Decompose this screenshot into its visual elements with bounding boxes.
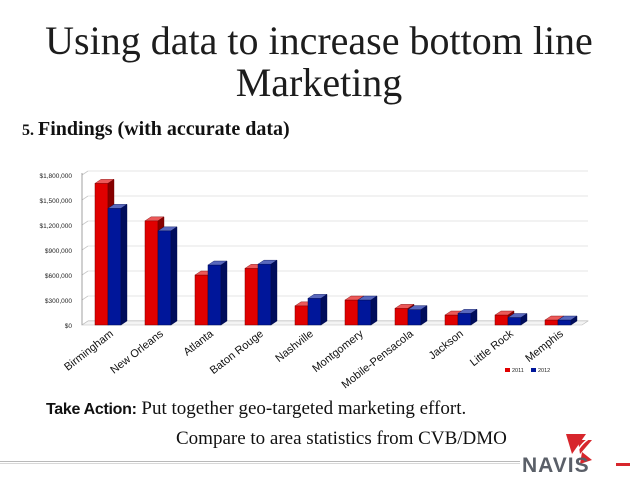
bar-2012-nashville [307, 298, 322, 326]
y-tick-label: $600,000 [45, 273, 72, 280]
bar-2011-mobile-pensacola [394, 308, 409, 326]
bar-2012-new-orleans-side [170, 226, 178, 326]
slide-title: Using data to increase bottom line Marke… [0, 20, 638, 104]
findings-heading: 5. Findings (with accurate data) [22, 118, 290, 141]
bar-2011-nashville [294, 305, 309, 326]
y-tick-label: $0 [65, 323, 73, 330]
x-tick-label: Jackson [427, 328, 466, 362]
navis-swoosh-icon [566, 434, 592, 464]
bar-2012-mobile-pensacola [407, 309, 422, 326]
grid-depth-line [81, 295, 89, 301]
legend-swatch-2012 [531, 368, 536, 372]
navis-logo: NAVIS [522, 434, 630, 477]
bar-2012-little-rock-side [520, 313, 528, 326]
x-tick-label: Nashville [273, 328, 316, 365]
bar-2012-atlanta [207, 264, 222, 326]
bar-2011-jackson [444, 314, 459, 326]
bar-2012-little-rock [507, 317, 522, 326]
y-tick-label: $1,200,000 [39, 223, 72, 230]
x-tick-label: Little Rock [468, 328, 516, 369]
take-action-line: Take Action: Put together geo-targeted m… [46, 398, 466, 420]
findings-number: 5. [22, 122, 34, 139]
y-tick-label: $1,500,000 [39, 198, 72, 205]
bar-2011-little-rock [494, 314, 509, 326]
bar-2012-jackson [457, 313, 472, 326]
bar-2012-jackson-side [470, 308, 478, 326]
navis-logo-text: NAVIS [522, 454, 590, 477]
x-tick-label: Memphis [523, 328, 566, 365]
bar-2012-atlanta-side [220, 260, 228, 326]
bar-2012-baton-rouge-side [270, 259, 278, 326]
y-tick-label: $900,000 [45, 248, 72, 255]
footer-divider [0, 461, 520, 462]
take-action-label: Take Action: [46, 401, 137, 418]
take-action-text: Put together geo-targeted marketing effo… [136, 398, 467, 419]
findings-text: Findings (with accurate data) [38, 118, 290, 140]
bar-2012-new-orleans [157, 230, 172, 326]
bar-2012-birmingham-side [120, 203, 128, 326]
bar-2012-birmingham [107, 208, 122, 326]
legend-label-2011: 2011 [512, 368, 524, 374]
grid-depth-line [81, 170, 89, 176]
bar-2012-memphis-side [570, 315, 578, 326]
slide-title-line2: Marketing [235, 60, 403, 105]
bar-2012-baton-rouge [257, 263, 272, 326]
y-tick-label: $300,000 [45, 298, 72, 305]
city-bar-chart: $0 $300,000 $600,000 $900,000 $1,200,000 $1,5… [39, 170, 589, 391]
navis-logo-dash [616, 463, 630, 466]
bar-2012-memphis [557, 319, 572, 326]
bar-2012-mobile-pensacola-side [420, 305, 428, 326]
x-tick-label: Atlanta [181, 327, 216, 358]
bar-2011-memphis [544, 319, 559, 326]
slide-title-line1: Using data to increase bottom line [45, 18, 593, 63]
x-tick-label: New Orleans [108, 328, 166, 377]
bar-2011-birmingham [94, 183, 109, 326]
bar-2012-montgomery-side [370, 295, 378, 326]
y-tick-label: $1,800,000 [39, 173, 72, 180]
bar-2011-montgomery [344, 299, 359, 326]
bar-2012-montgomery [357, 299, 372, 326]
bar-2011-atlanta [194, 274, 209, 326]
bar-2011-new-orleans [144, 220, 159, 326]
grid-depth-line [81, 245, 89, 251]
footer-divider-shadow [0, 463, 520, 464]
grid-depth-line [81, 220, 89, 226]
bar-2012-nashville-side [320, 293, 328, 326]
grid-depth-line [81, 270, 89, 276]
x-tick-label: Baton Rouge [208, 328, 266, 377]
legend-swatch-2011 [505, 368, 510, 372]
bar-2011-baton-rouge [244, 268, 259, 326]
grid-depth-line [81, 195, 89, 201]
legend-label-2012: 2012 [538, 368, 550, 374]
compare-line: Compare to area statistics from CVB/DMO [176, 428, 507, 449]
